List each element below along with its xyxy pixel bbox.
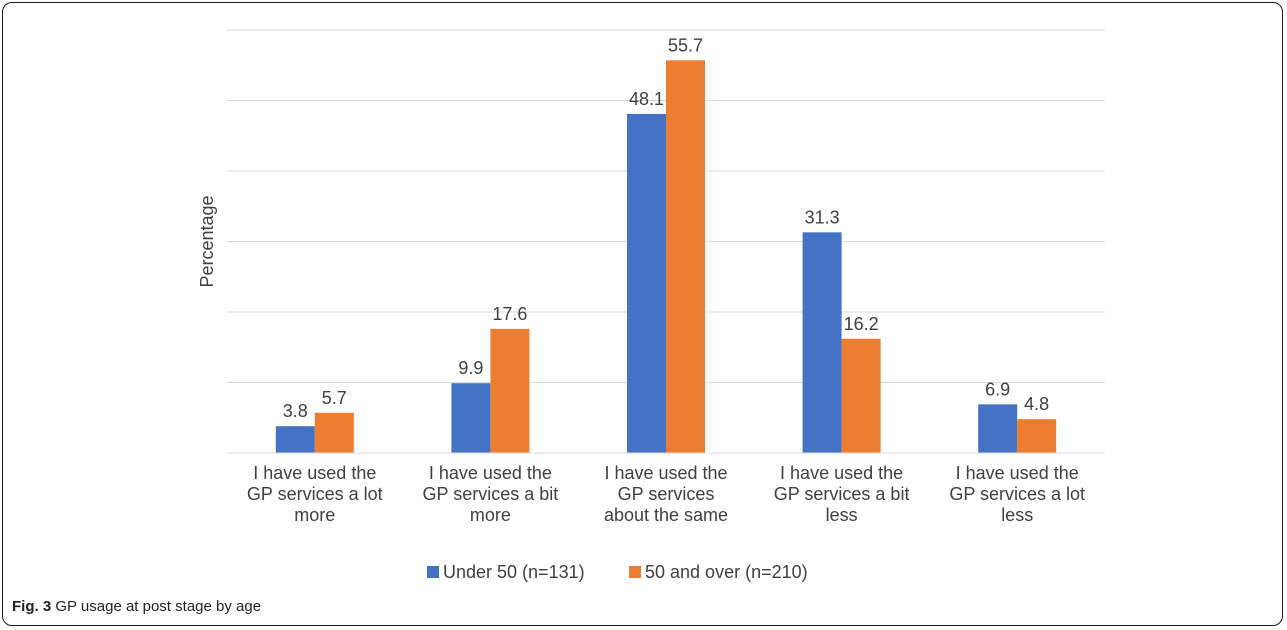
bar xyxy=(978,404,1018,453)
data-labels: 3.8 9.9 48.1 31.3 6.9 5.7 17.6 55.7 16.2 4.8 xyxy=(283,35,1049,421)
category-label: I have used the GP services about the same xyxy=(604,463,728,525)
category-label: I have used the GP services a lot less xyxy=(949,463,1085,525)
category-label: I have used the GP services a bit more xyxy=(423,463,559,525)
figure-caption-text: GP usage at post stage by age xyxy=(55,598,262,615)
data-label: 3.8 xyxy=(283,401,308,421)
bar xyxy=(1017,419,1057,453)
data-label: 17.6 xyxy=(492,304,527,324)
category-label: I have used the GP services a bit less xyxy=(774,463,910,525)
bar xyxy=(666,60,705,453)
legend-swatch xyxy=(629,566,641,578)
bar xyxy=(841,338,881,453)
figure-caption: Fig. 3 GP usage at post stage by age xyxy=(12,598,261,615)
data-label: 48.1 xyxy=(629,89,664,109)
bar xyxy=(490,328,530,453)
data-label: 31.3 xyxy=(805,207,840,227)
bar xyxy=(451,383,491,453)
data-label: 5.7 xyxy=(322,388,347,408)
y-axis-label: Percentage xyxy=(197,195,217,287)
data-label: 9.9 xyxy=(458,358,483,378)
data-label: 6.9 xyxy=(985,379,1010,399)
data-label: 55.7 xyxy=(668,35,703,55)
figure-number: Fig. 3 xyxy=(12,598,52,615)
legend: Under 50 (n=131) 50 and over (n=210) xyxy=(427,562,808,582)
bar xyxy=(627,113,666,454)
legend-label: 50 and over (n=210) xyxy=(645,562,808,582)
category-labels: I have used the GP services a lot more I ha… xyxy=(247,463,1085,525)
bar xyxy=(802,232,842,453)
legend-swatch xyxy=(427,566,439,578)
bar xyxy=(275,426,315,453)
legend-label: Under 50 (n=131) xyxy=(443,562,585,582)
data-label: 16.2 xyxy=(844,314,879,334)
data-label: 4.8 xyxy=(1024,394,1049,414)
bars xyxy=(275,60,1057,454)
bar xyxy=(314,412,354,453)
category-label: I have used the GP services a lot more xyxy=(247,463,383,525)
